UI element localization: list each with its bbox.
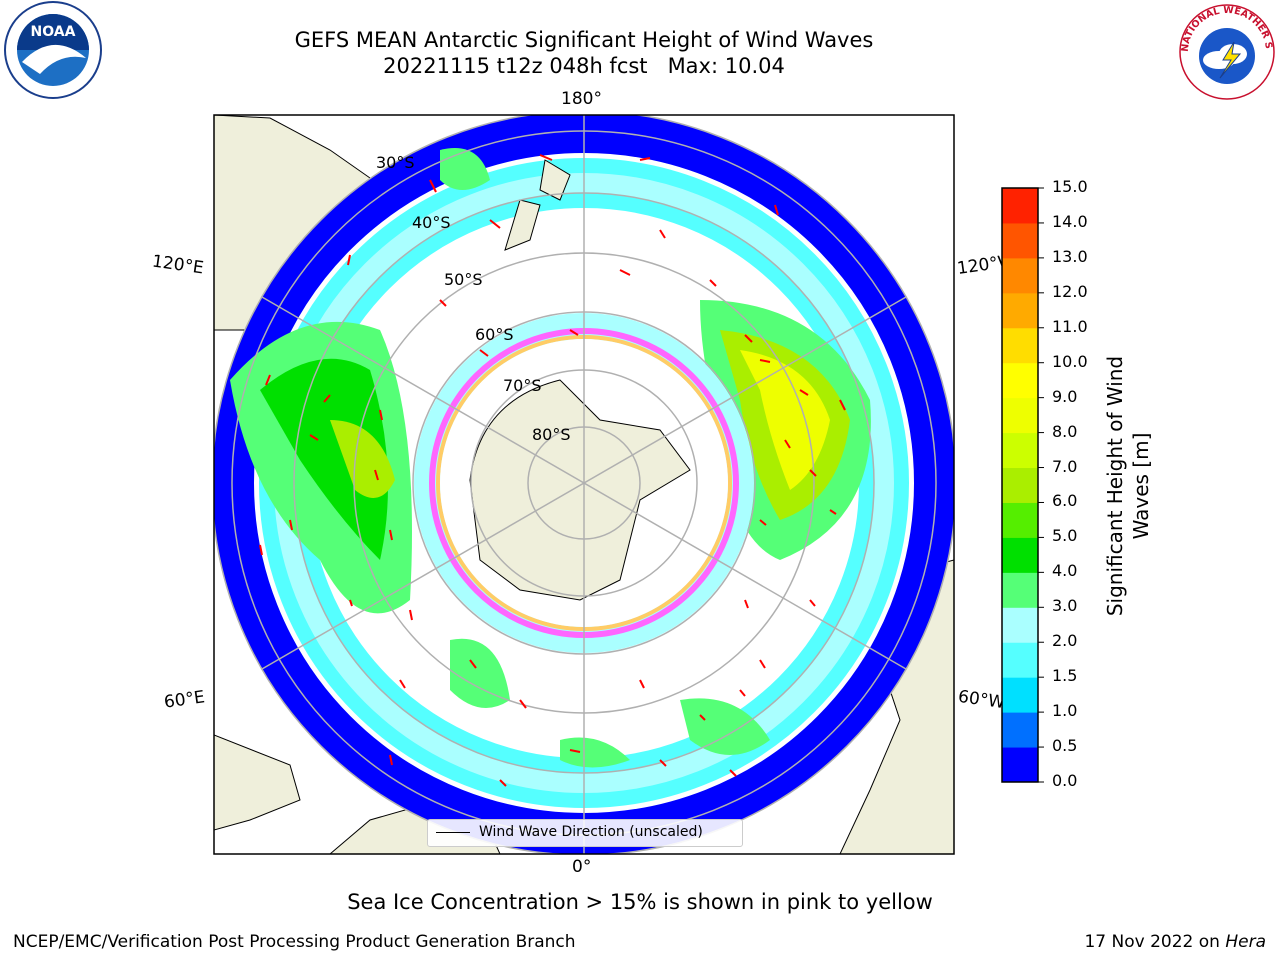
colorbar-tick-label: 6.0 — [1052, 491, 1078, 511]
footer-date-text: 17 Nov 2022 on — [1084, 932, 1226, 952]
lon-label-0: 0° — [572, 857, 592, 877]
colorbar-segment — [1002, 537, 1038, 573]
colorbar-segment — [1002, 432, 1038, 469]
colorbar-tick-label: 3.0 — [1052, 596, 1078, 616]
colorbar-tick-label: 10.0 — [1052, 351, 1088, 371]
land-australia — [214, 734, 301, 831]
lat-label-60s: 60°S — [475, 325, 514, 344]
colorbar-segment — [1002, 677, 1038, 713]
legend-label: Wind Wave Direction (unscaled) — [479, 824, 703, 840]
colorbar-tick-label: 11.0 — [1052, 316, 1088, 336]
map-subtitle: 20221115 t12z 048h fcst Max: 10.04 — [383, 54, 785, 78]
land-antarctica — [469, 379, 691, 601]
colorbar-segment — [1002, 642, 1038, 678]
colorbar-segment — [1002, 188, 1038, 224]
footer-date: 17 Nov 2022 on Hera — [1084, 932, 1266, 952]
wind-wave-arrows — [259, 154, 846, 787]
colorbar-segment — [1002, 607, 1038, 643]
colorbar-segment — [1002, 397, 1038, 434]
colorbar-segment — [1002, 467, 1038, 503]
lat-label-50s: 50°S — [444, 270, 483, 289]
graticule — [231, 115, 937, 854]
sea-ice-note: Sea Ice Concentration > 15% is shown in … — [347, 890, 933, 914]
legend-line-icon — [436, 832, 470, 833]
colorbar-segment — [1002, 502, 1038, 538]
colorbar-segment — [1002, 292, 1038, 329]
colorbar-tick-label: 12.0 — [1052, 281, 1088, 301]
colorbar-tick-label: 1.5 — [1052, 666, 1078, 686]
colorbar-tick-label: 5.0 — [1052, 526, 1078, 546]
colorbar — [1001, 187, 1044, 783]
colorbar-segment — [1002, 327, 1038, 364]
colorbar-tick-label: 14.0 — [1052, 211, 1088, 231]
colorbar-frame — [1001, 187, 1039, 783]
colorbar-label-line2: Waves [m] — [1129, 432, 1153, 540]
lon-label-180: 180° — [561, 89, 602, 109]
colorbar-segment — [1002, 222, 1038, 259]
nws-logo: NATIONAL WEATHER SERVICE — [1176, 2, 1275, 100]
footer-credit: NCEP/EMC/Verification Post Processing Pr… — [13, 932, 576, 952]
colorbar-tick-label: 1.0 — [1052, 701, 1078, 721]
noaa-logo: NOAA — [4, 1, 102, 99]
map-legend: Wind Wave Direction (unscaled) — [427, 819, 743, 847]
colorbar-segment — [1002, 572, 1038, 608]
lat-label-70s: 70°S — [503, 376, 542, 395]
lat-label-30s: 30°S — [376, 153, 415, 172]
colorbar-tick-label: 4.0 — [1052, 561, 1078, 581]
colorbar-segment — [1002, 712, 1038, 748]
colorbar-segment — [1002, 362, 1038, 399]
colorbar-segment — [1002, 747, 1038, 783]
colorbar-label-line1: Significant Height of Wind — [1103, 355, 1127, 617]
colorbar-tick-label: 8.0 — [1052, 421, 1078, 441]
colorbar-tick-label: 2.0 — [1052, 631, 1078, 651]
colorbar-label: Significant Height of Wind Waves [m] — [1102, 336, 1154, 636]
svg-text:NOAA: NOAA — [31, 24, 76, 40]
colorbar-tick-label: 13.0 — [1052, 246, 1088, 266]
colorbar-tick-label: 15.0 — [1052, 177, 1088, 196]
colorbar-tick-label: 0.5 — [1052, 736, 1078, 756]
colorbar-tick-label: 9.0 — [1052, 386, 1078, 406]
lat-label-40s: 40°S — [412, 213, 451, 232]
colorbar-tick-label: 0.0 — [1052, 771, 1078, 790]
colorbar-tick-label: 7.0 — [1052, 456, 1078, 476]
footer-machine: Hera — [1225, 932, 1266, 952]
map-title: GEFS MEAN Antarctic Significant Height o… — [294, 28, 874, 52]
colorbar-segment — [1002, 257, 1038, 294]
lat-label-80s: 80°S — [532, 425, 571, 444]
land-new-zealand — [504, 159, 571, 251]
